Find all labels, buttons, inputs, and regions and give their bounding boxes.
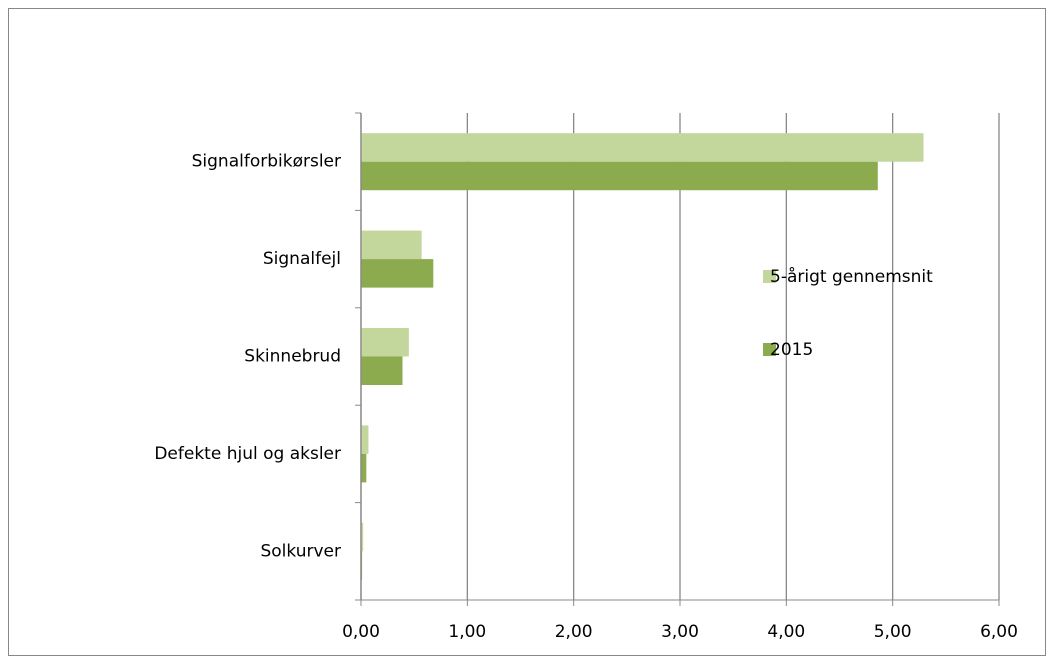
x-tick-label: 6,00 [980,622,1018,642]
legend-swatch [763,343,776,356]
bar [361,133,924,162]
legend-label: 2015 [770,340,813,360]
x-tick-label: 4,00 [767,622,805,642]
y-tick-label: Signalforbikørsler [192,152,341,172]
bar [361,230,422,260]
bar [361,356,403,385]
legend-swatch [763,270,776,283]
y-tick-label: Solkurver [260,541,341,561]
bar [361,453,367,483]
bar [361,425,369,454]
x-tick-label: 3,00 [661,622,699,642]
bar [361,259,434,288]
bar [361,522,364,552]
x-tick-label: 0,00 [342,622,380,642]
legend-label: 5-årigt gennemsnit [770,266,933,287]
bar [361,161,878,191]
y-tick-label: Signalfejl [263,249,341,269]
chart-border [8,8,1046,656]
y-tick-label: Skinnebrud [244,347,341,367]
x-tick-label: 5,00 [874,622,912,642]
y-tick-label: Defekte hjul og aksler [154,444,341,464]
x-tick-label: 2,00 [555,622,593,642]
bar [361,328,409,357]
x-tick-label: 1,00 [448,622,486,642]
